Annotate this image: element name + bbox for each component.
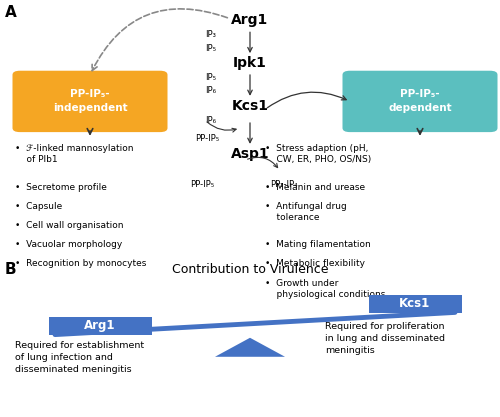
Text: Kcs1: Kcs1 <box>400 297 430 310</box>
Text: •  Growth under
    physiological conditions: • Growth under physiological conditions <box>265 279 386 299</box>
Text: •  Metabolic flexibility: • Metabolic flexibility <box>265 259 365 269</box>
FancyBboxPatch shape <box>48 317 152 335</box>
Text: •  Recognition by monocytes: • Recognition by monocytes <box>15 259 146 269</box>
Text: Asp1: Asp1 <box>230 147 270 161</box>
Text: A: A <box>5 5 17 20</box>
Polygon shape <box>215 338 285 357</box>
Text: Kcs1: Kcs1 <box>232 99 268 113</box>
Text: IP₆: IP₆ <box>205 86 216 95</box>
Text: •  Antifungal drug
    tolerance: • Antifungal drug tolerance <box>265 202 347 222</box>
Text: •  Capsule: • Capsule <box>15 202 62 211</box>
Text: Arg1: Arg1 <box>84 319 116 332</box>
Text: Arg1: Arg1 <box>232 13 268 28</box>
Text: •  Mating filamentation: • Mating filamentation <box>265 240 371 249</box>
Text: •  Cell wall organisation: • Cell wall organisation <box>15 221 124 230</box>
Text: PP₂-IP₄: PP₂-IP₄ <box>270 180 297 188</box>
Text: IP₅: IP₅ <box>205 73 216 82</box>
Text: B: B <box>5 262 16 277</box>
FancyBboxPatch shape <box>342 71 498 132</box>
Text: Ipk1: Ipk1 <box>233 56 267 70</box>
Text: Required for establishment
of lung infection and
disseminated meningitis: Required for establishment of lung infec… <box>15 341 144 374</box>
Text: PP-IP₅: PP-IP₅ <box>190 180 214 188</box>
Text: IP₃: IP₃ <box>205 30 216 39</box>
Text: •  Vacuolar morphology: • Vacuolar morphology <box>15 240 122 249</box>
Text: •  Stress adaption (pH,
    CW, ER, PHO, OS/NS): • Stress adaption (pH, CW, ER, PHO, OS/N… <box>265 144 371 164</box>
Text: Contribution to Virulence: Contribution to Virulence <box>172 263 328 276</box>
Text: •  Melanin and urease: • Melanin and urease <box>265 183 365 191</box>
Text: PP-IP₅-
dependent: PP-IP₅- dependent <box>388 89 452 113</box>
Text: IP₆: IP₆ <box>205 116 216 125</box>
Text: PP-IP₅: PP-IP₅ <box>195 134 219 143</box>
Text: •  Secretome profile: • Secretome profile <box>15 183 107 191</box>
Text: PP-IP₅-
independent: PP-IP₅- independent <box>52 89 128 113</box>
FancyBboxPatch shape <box>12 71 168 132</box>
FancyBboxPatch shape <box>368 294 462 313</box>
Text: Required for proliferation
in lung and disseminated
meningitis: Required for proliferation in lung and d… <box>325 322 445 354</box>
Text: •  ℱ-linked mannosylation
    of Plb1: • ℱ-linked mannosylation of Plb1 <box>15 144 134 164</box>
Text: IP₅: IP₅ <box>205 43 216 53</box>
